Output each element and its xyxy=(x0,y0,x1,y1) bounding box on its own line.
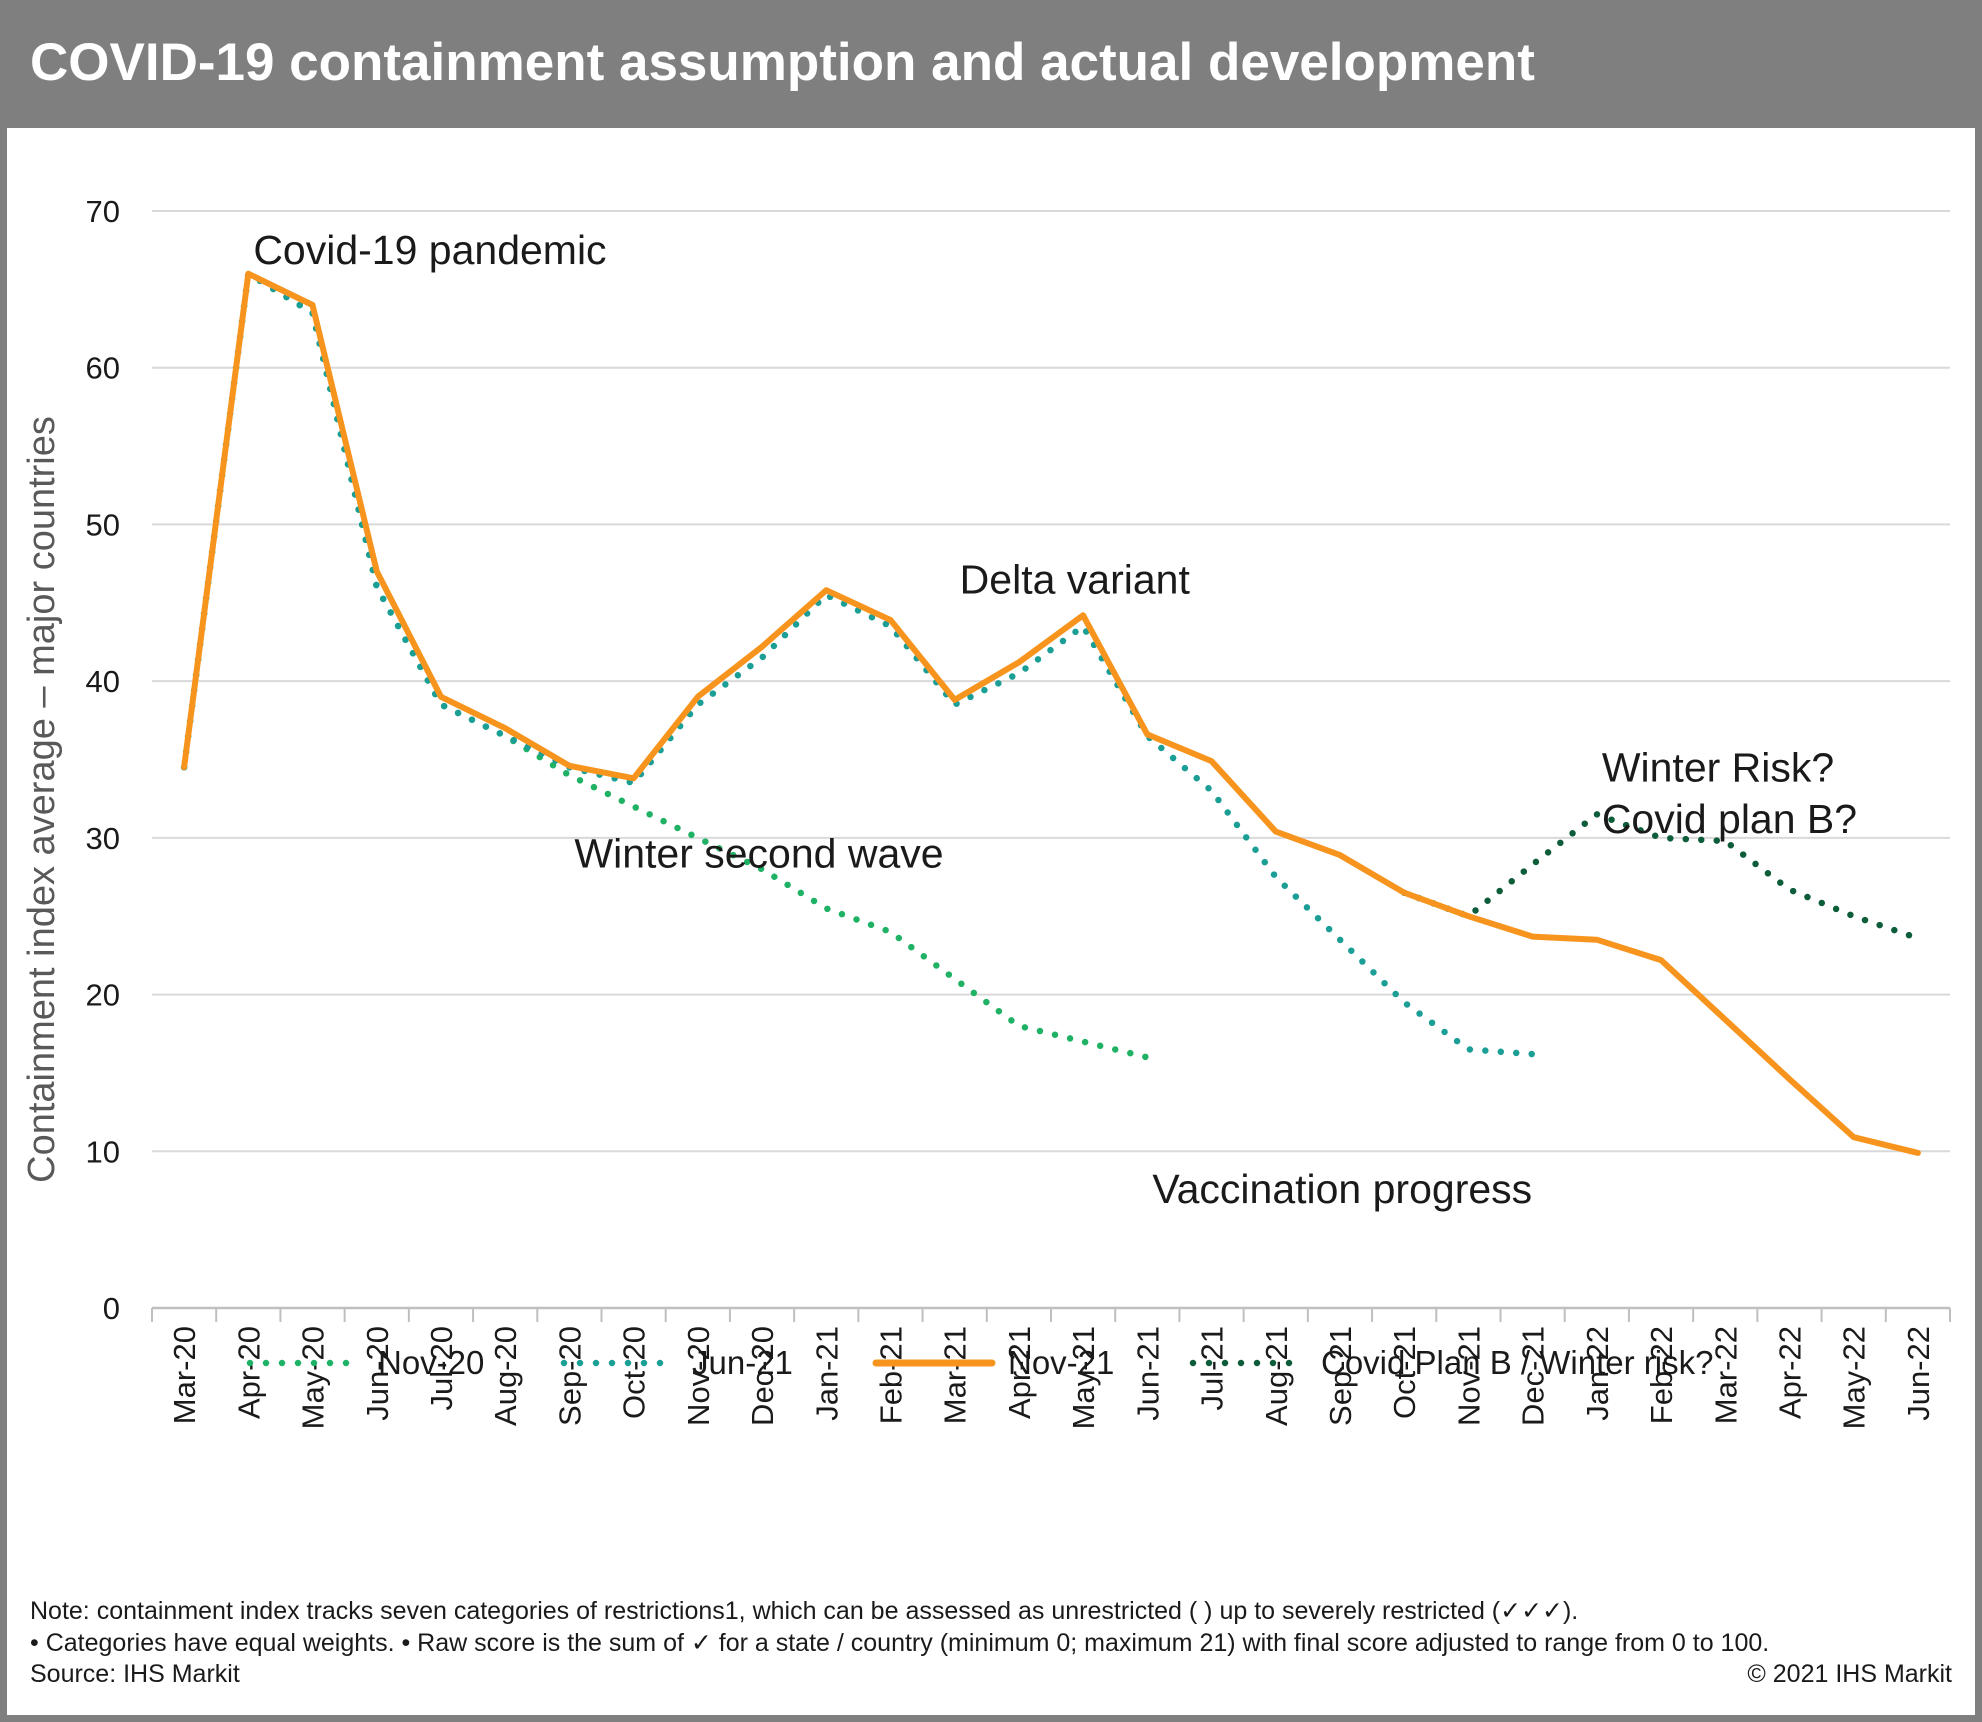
y-tick-label: 20 xyxy=(86,978,120,1013)
x-tick-label: Nov-20 xyxy=(681,1326,716,1426)
x-tick-label: May-20 xyxy=(296,1326,331,1429)
annotation: Delta variant xyxy=(960,556,1191,602)
x-tick-label: Jul-21 xyxy=(1195,1326,1230,1410)
x-tick-label: Feb-21 xyxy=(873,1326,908,1424)
x-tick-label: Mar-21 xyxy=(938,1326,973,1424)
legend-label: Jun-21 xyxy=(692,1344,793,1381)
legend-label: Nov-20 xyxy=(378,1344,484,1381)
x-tick-label: Sep-21 xyxy=(1323,1326,1358,1426)
x-tick-label: Feb-22 xyxy=(1644,1326,1679,1424)
x-tick-label: Aug-21 xyxy=(1259,1326,1294,1426)
series-line-nov-21 xyxy=(181,270,1921,1156)
x-tick-label: Jul-20 xyxy=(424,1326,459,1410)
title-bar: COVID-19 containment assumption and actu… xyxy=(0,0,1982,128)
x-tick-label: Oct-20 xyxy=(617,1326,652,1419)
legend-label: Nov-21 xyxy=(1008,1344,1114,1381)
x-tick-label: May-22 xyxy=(1837,1326,1872,1429)
y-tick-label: 30 xyxy=(86,821,120,856)
x-tick-label: Apr-20 xyxy=(231,1326,266,1419)
footnote-copyright: © 2021 IHS Markit xyxy=(1747,1660,1952,1688)
x-tick-label: Jun-21 xyxy=(1130,1326,1165,1421)
footnote-weights: • Categories have equal weights. • Raw s… xyxy=(30,1629,1770,1657)
series-line-covid-plan-b-winter-risk xyxy=(1400,811,1922,942)
y-tick-label: 0 xyxy=(103,1291,120,1326)
y-tick-label: 70 xyxy=(86,194,120,229)
x-tick-label: Oct-21 xyxy=(1387,1326,1422,1419)
x-tick-label: Jun-22 xyxy=(1901,1326,1936,1421)
annotation: Winter second wave xyxy=(574,831,943,877)
x-tick-label: Aug-20 xyxy=(488,1326,523,1426)
footnote-source: Source: IHS Markit xyxy=(30,1660,240,1688)
footnote-note: Note: containment index tracks seven cat… xyxy=(30,1597,1579,1625)
x-tick-label: May-21 xyxy=(1066,1326,1101,1429)
chart-title: COVID-19 containment assumption and actu… xyxy=(30,33,1535,92)
x-tick-label: Apr-21 xyxy=(1002,1326,1037,1419)
line-chart: 0 10 20 30 40 50 60 70 Mar-20 Apr-20 May-20 Jun-20 J… xyxy=(21,194,1951,1429)
x-tick-label: Apr-22 xyxy=(1772,1326,1807,1419)
x-tick-label: Jun-20 xyxy=(360,1326,395,1421)
x-tick-label: Sep-20 xyxy=(552,1326,587,1426)
y-tick-label: 60 xyxy=(86,351,120,386)
x-tick-label: Mar-22 xyxy=(1708,1326,1743,1424)
y-tick-label: 10 xyxy=(86,1134,120,1169)
annotation: Vaccination progress xyxy=(1152,1166,1532,1212)
y-tick-label: 40 xyxy=(86,664,120,699)
series-line-jun-21 xyxy=(180,270,1536,1058)
x-tick-label: Dec-20 xyxy=(745,1326,780,1426)
x-tick-label: Jan-21 xyxy=(809,1326,844,1421)
x-tick-label: Nov-21 xyxy=(1451,1326,1486,1426)
x-tick-label: Jan-22 xyxy=(1580,1326,1615,1421)
y-tick-label: 50 xyxy=(86,507,120,542)
x-tick-label: Mar-20 xyxy=(167,1326,202,1424)
y-axis-title: Containment index average – major countr… xyxy=(21,416,63,1183)
legend-label: Covid Plan B / Winter risk? xyxy=(1321,1344,1713,1381)
annotation: Covid plan B? xyxy=(1602,796,1857,842)
x-tick-label: Dec-21 xyxy=(1516,1326,1551,1426)
annotation: Covid-19 pandemic xyxy=(253,227,606,273)
annotation: Winter Risk? xyxy=(1602,744,1834,790)
